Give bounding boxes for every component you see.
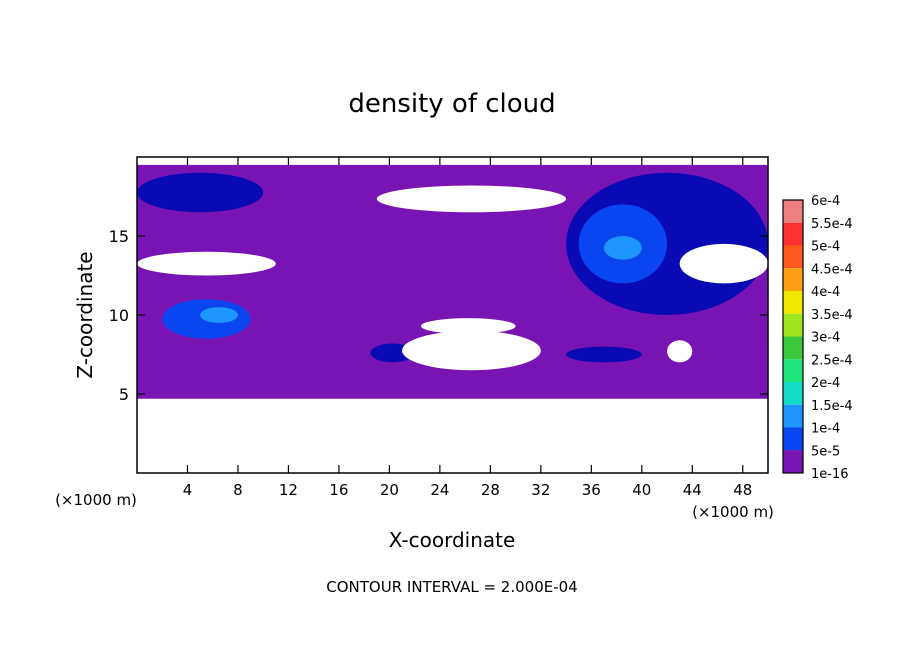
y-tick-label: 15	[109, 227, 129, 246]
colorbar-swatch	[783, 404, 803, 428]
colorbar-swatch	[783, 359, 803, 382]
colorbar-label: 2.5e-4	[811, 353, 853, 368]
colorbar-label: 4e-4	[811, 285, 840, 300]
x-tick-label: 8	[233, 481, 243, 499]
contour-field	[137, 164, 768, 399]
x-axis-ticks: 4 8 12 16 20 24 28 32 36 40 44 48	[183, 157, 752, 499]
x-tick-label: 16	[329, 481, 348, 499]
cloud-free-gap-3	[402, 330, 541, 371]
colorbar-swatch	[783, 268, 803, 291]
colorbar-swatch	[783, 450, 803, 473]
colorbar-label: 5e-4	[811, 240, 840, 255]
x-tick-label: 4	[183, 481, 193, 499]
cloud-free-gap-5	[667, 340, 693, 363]
y-tick-label: 5	[119, 385, 129, 404]
colorbar-swatch	[783, 427, 803, 451]
x-tick-label: 48	[733, 481, 752, 499]
colorbar-swatch	[783, 200, 803, 223]
colorbar-label: 4.5e-4	[811, 262, 853, 277]
y-axis-ticks: 5 10 15	[109, 227, 768, 404]
chart-title: density of cloud	[348, 89, 555, 119]
contour-region-6	[603, 236, 642, 260]
x-tick-label: 40	[632, 481, 651, 499]
y-tick-label: 10	[109, 306, 129, 325]
colorbar-frame	[782, 199, 804, 474]
contour-region-8	[566, 346, 642, 363]
y-axis-label: Z-coordinate	[73, 251, 97, 378]
colorbar-label: 5.5e-4	[811, 217, 853, 232]
cloud-free-gap-1	[376, 185, 567, 213]
cloud-free-gap-0	[137, 251, 276, 276]
colorbar-label: 1e-4	[811, 422, 840, 437]
colorbar-label: 2e-4	[811, 376, 840, 391]
x-tick-label: 44	[683, 481, 702, 499]
x-tick-label: 36	[582, 481, 601, 499]
x-unit-left: (×1000 m)	[55, 491, 137, 509]
contour-interval-note: CONTOUR INTERVAL = 2.000E-04	[326, 578, 577, 596]
colorbar-swatch	[783, 313, 803, 337]
colorbar-swatch	[783, 291, 803, 314]
colorbar-label: 6e-4	[811, 194, 840, 209]
colorbar-swatch	[783, 382, 803, 405]
colorbar-swatch	[783, 245, 803, 269]
colorbar-swatch	[783, 222, 803, 246]
x-tick-label: 28	[481, 481, 500, 499]
colorbar-label: 5e-5	[811, 444, 840, 459]
x-tick-label: 32	[531, 481, 550, 499]
colorbar-swatch	[783, 336, 803, 360]
cloud-free-gap-2	[679, 243, 768, 284]
x-unit-right: (×1000 m)	[692, 503, 774, 521]
x-tick-label: 24	[430, 481, 449, 499]
colorbar: 6e-4 5.5e-4 5e-4 4.5e-4 4e-4 3.5e-4 3e-4 2.5e-4…	[782, 194, 853, 482]
x-tick-label: 12	[279, 481, 298, 499]
cloud-free-gap-4	[420, 318, 516, 334]
colorbar-label: 3.5e-4	[811, 308, 853, 323]
colorbar-label: 1e-16	[811, 467, 849, 482]
contour-region-3	[200, 307, 238, 323]
colorbar-label: 3e-4	[811, 331, 840, 346]
x-axis-label: X-coordinate	[389, 528, 516, 552]
x-tick-label: 20	[380, 481, 399, 499]
colorbar-label: 1.5e-4	[811, 399, 853, 414]
contour-region-1	[137, 172, 264, 213]
